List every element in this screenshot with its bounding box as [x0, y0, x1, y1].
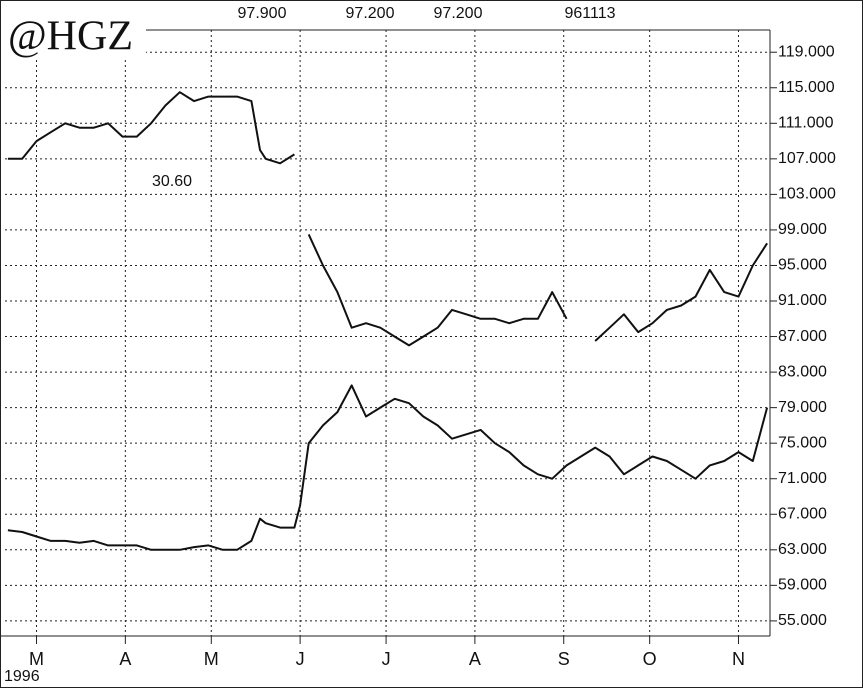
x-tick-label: A	[469, 649, 481, 669]
x-tick-label: N	[732, 649, 745, 669]
x-tick-label: O	[643, 649, 657, 669]
x-tick-label: A	[119, 649, 131, 669]
annotation: 961113	[564, 5, 615, 22]
y-tick-label: 107.000	[778, 150, 836, 167]
y-tick-label: 67.000	[778, 505, 827, 522]
y-tick-label: 55.000	[778, 612, 827, 629]
x-tick-label: J	[382, 649, 391, 669]
y-tick-label: 87.000	[778, 328, 827, 345]
y-tick-label: 103.000	[778, 186, 836, 203]
grid	[5, 30, 777, 644]
y-tick-label: 83.000	[778, 363, 827, 380]
x-tick-label: J	[296, 649, 305, 669]
y-tick-label: 119.000	[778, 43, 835, 60]
y-tick-label: 79.000	[778, 399, 827, 416]
x-tick-label: S	[558, 649, 570, 669]
y-tick-label: 63.000	[778, 541, 827, 558]
annotation: 97.200	[346, 5, 395, 22]
y-tick-label: 91.000	[778, 292, 827, 309]
y-tick-label: 95.000	[778, 257, 827, 274]
marks	[7, 91, 769, 551]
title-bg	[4, 16, 146, 60]
y-tick-label: 75.000	[778, 434, 827, 451]
y-tick-label: 115.000	[778, 79, 835, 96]
y-tick-label: 99.000	[778, 221, 827, 238]
annotation: 97.900	[238, 5, 287, 22]
x-tick-label: M	[204, 649, 219, 669]
chart-title: @HGZ	[8, 14, 133, 60]
annotation: 97.200	[434, 5, 483, 22]
y-tick-label: 71.000	[778, 470, 827, 487]
series-line	[7, 91, 768, 347]
year-label: 1996	[4, 668, 40, 685]
y-tick-label: 59.000	[778, 577, 827, 594]
y-tick-label: 111.000	[778, 115, 834, 132]
x-tick-label: M	[29, 649, 44, 669]
annotation: 30.60	[152, 173, 192, 190]
series-line	[7, 384, 769, 551]
